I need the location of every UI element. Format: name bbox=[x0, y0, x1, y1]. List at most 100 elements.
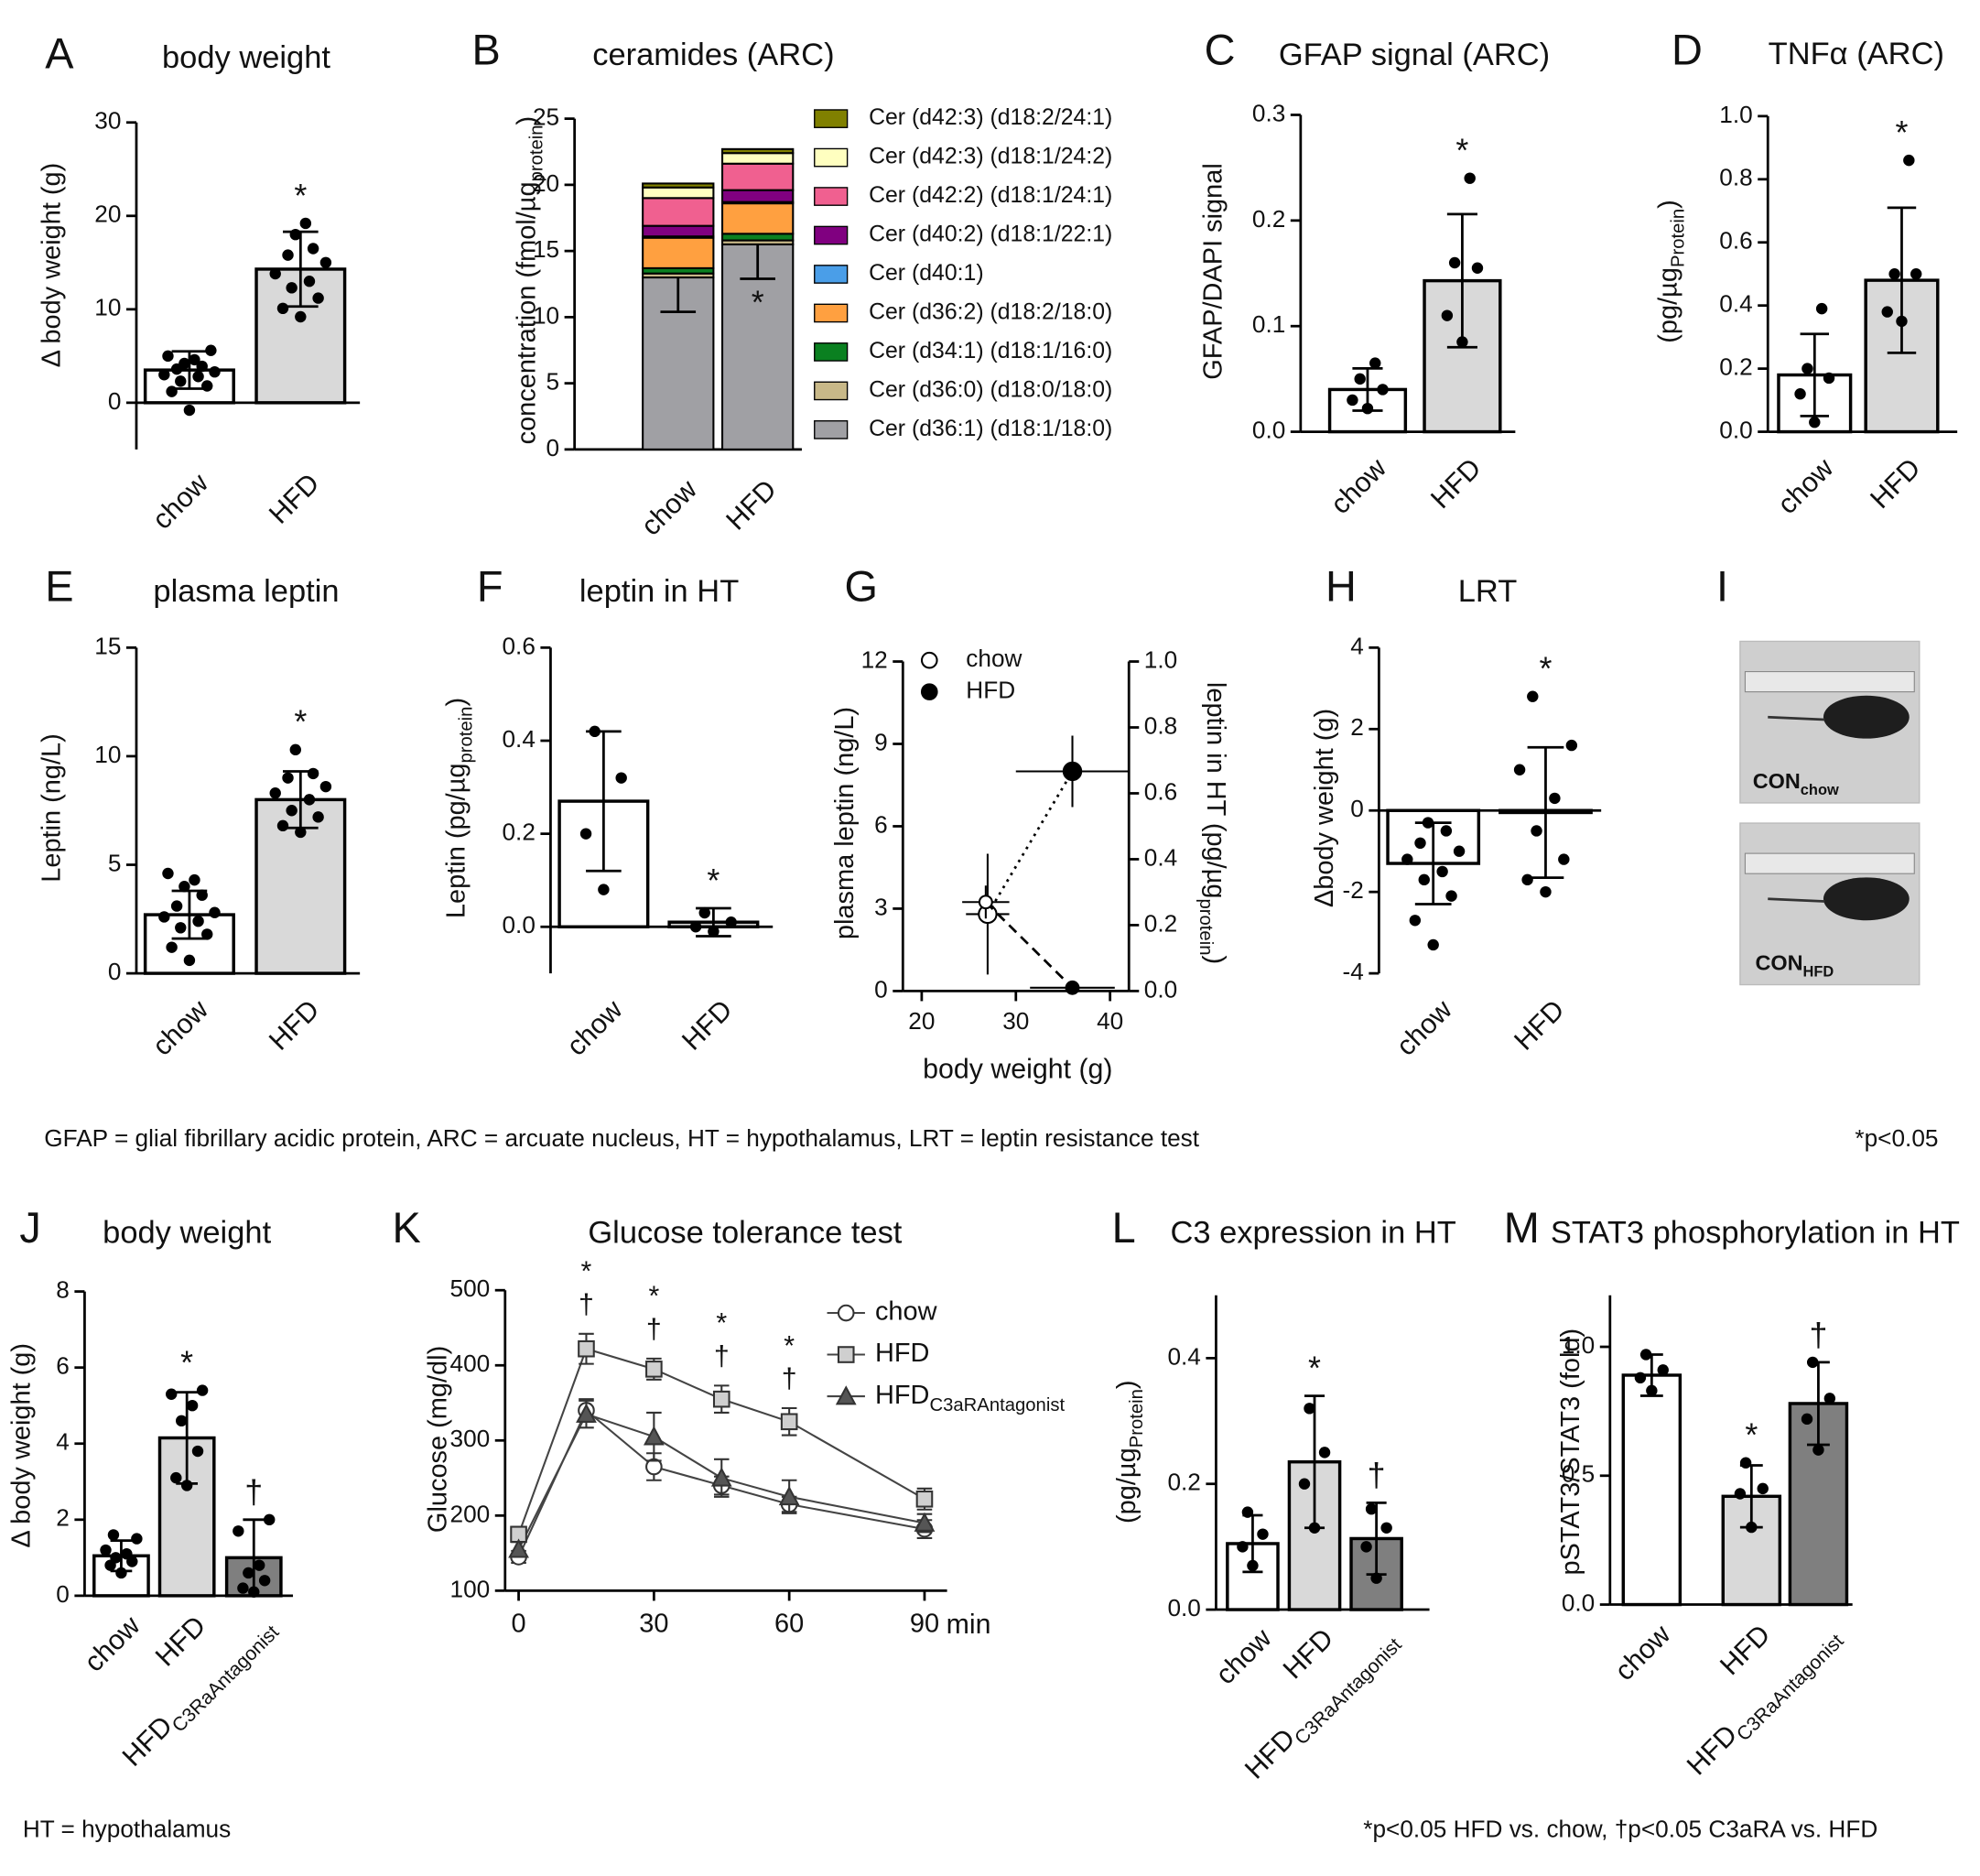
data-point bbox=[576, 1403, 597, 1423]
text-part: C3aRAntagonist bbox=[929, 1395, 1065, 1415]
text-part: ) bbox=[1112, 1380, 1141, 1389]
data-point bbox=[286, 805, 298, 817]
data-point bbox=[1903, 154, 1915, 167]
bar-segment bbox=[721, 162, 795, 191]
significance-mark: * bbox=[180, 1344, 193, 1381]
y-tick-label: 200 bbox=[450, 1500, 491, 1527]
significance-mark: † bbox=[579, 1289, 594, 1319]
data-point bbox=[1441, 309, 1454, 321]
connector-line bbox=[984, 901, 1074, 989]
x-axis-label: min bbox=[947, 1610, 991, 1640]
significance-mark: * bbox=[294, 704, 307, 741]
bar-segment bbox=[642, 182, 715, 189]
bar-segment bbox=[642, 236, 715, 269]
series-line bbox=[517, 1413, 925, 1550]
data-point bbox=[269, 787, 281, 799]
y-tick-label: 0.0 bbox=[1167, 1594, 1200, 1621]
chart-title: Glucose tolerance test bbox=[588, 1216, 902, 1251]
legend-label: Cer (d34:1) (d18:1/16:0) bbox=[869, 339, 1112, 363]
significance-mark: † bbox=[646, 1315, 662, 1345]
y2-tick-label: 0.0 bbox=[1144, 975, 1177, 1003]
legend-label: Cer (d42:3) (d18:1/24:2) bbox=[869, 145, 1112, 169]
legend-swatch bbox=[814, 109, 849, 128]
photo-ruler bbox=[1744, 852, 1915, 874]
y-tick-label: 10 bbox=[94, 741, 121, 768]
data-point bbox=[158, 369, 170, 381]
y-tick-label: 12 bbox=[861, 645, 888, 673]
significance-mark: * bbox=[1308, 1350, 1321, 1386]
data-point bbox=[295, 826, 307, 839]
legend-swatch bbox=[814, 187, 849, 206]
legend-label: HFDC3aRAntagonist bbox=[875, 1381, 1066, 1416]
data-point bbox=[1414, 837, 1426, 850]
data-point bbox=[312, 292, 324, 304]
chart-title: plasma leptin bbox=[153, 574, 339, 609]
data-point bbox=[1527, 690, 1539, 702]
chart-title: ceramides (ARC) bbox=[592, 38, 834, 72]
y-tick-label: 20 bbox=[533, 169, 559, 197]
text-part: leptin in HT (pg/µg bbox=[1201, 682, 1230, 899]
bar-segment bbox=[642, 197, 715, 227]
x-axis-label: body weight (g) bbox=[923, 1054, 1112, 1084]
y-axis-label: pSTAT3/STAT3 (fold) bbox=[1556, 1328, 1585, 1576]
data-point bbox=[1910, 268, 1922, 280]
photo-mouse bbox=[1823, 877, 1910, 921]
chart-title: C3 expression in HT bbox=[1170, 1216, 1455, 1251]
text-part: ) bbox=[1201, 955, 1230, 964]
footnote: HT = hypothalamus bbox=[23, 1815, 231, 1842]
data-point bbox=[299, 217, 312, 230]
legend-marker bbox=[920, 683, 938, 700]
data-point bbox=[121, 1547, 133, 1560]
data-point bbox=[269, 267, 281, 280]
photo-ruler bbox=[1744, 671, 1915, 693]
y-axis-label: Leptin (ng/L) bbox=[38, 733, 67, 883]
x-tick-label: 40 bbox=[1097, 1007, 1123, 1035]
data-point bbox=[615, 772, 627, 784]
y-axis-label: Δ body weight (g) bbox=[6, 1343, 36, 1548]
significance-mark: † bbox=[1809, 1317, 1827, 1353]
data-point bbox=[915, 1490, 934, 1508]
text-part: protein bbox=[527, 125, 547, 181]
panel-letter: C bbox=[1205, 26, 1236, 73]
text-part: concentration (fmol/µg bbox=[512, 181, 541, 444]
y-tick-label: 0.4 bbox=[1167, 1342, 1200, 1370]
legend-swatch bbox=[814, 381, 849, 401]
text-part: protein bbox=[457, 707, 477, 764]
chart-title: LRT bbox=[1458, 574, 1518, 609]
y-tick-label: 8 bbox=[56, 1276, 70, 1304]
data-point bbox=[1540, 885, 1552, 898]
data-point bbox=[1812, 1444, 1824, 1456]
y-tick-label: 0 bbox=[108, 387, 122, 415]
data-point bbox=[1298, 1478, 1311, 1490]
y2-tick-label: 0.2 bbox=[1144, 909, 1177, 937]
data-point bbox=[189, 353, 200, 366]
significance-mark: * bbox=[752, 285, 764, 321]
y-tick-label: -4 bbox=[1343, 958, 1364, 985]
y-tick-label: 10 bbox=[533, 301, 559, 329]
data-point bbox=[1634, 1372, 1647, 1384]
data-point bbox=[1237, 1541, 1249, 1553]
significance-mark: † bbox=[244, 1474, 263, 1511]
data-point bbox=[303, 794, 316, 806]
data-point bbox=[201, 928, 213, 940]
data-point bbox=[205, 344, 217, 356]
y-tick-label: -2 bbox=[1343, 876, 1364, 904]
bar-segment bbox=[721, 233, 795, 242]
data-point bbox=[978, 895, 993, 910]
panel-letter: B bbox=[471, 26, 500, 73]
significance-mark: † bbox=[714, 1341, 730, 1372]
panel-letter: J bbox=[19, 1204, 40, 1252]
data-point bbox=[1657, 1364, 1669, 1376]
data-point bbox=[237, 1582, 249, 1594]
panel-letter: I bbox=[1716, 562, 1728, 610]
y-tick-label: 0.5 bbox=[1562, 1460, 1595, 1488]
y-tick-label: 0.2 bbox=[502, 819, 535, 846]
legend-swatch bbox=[814, 265, 849, 284]
legend-label: Cer (d36:1) (d18:1/18:0) bbox=[869, 417, 1112, 441]
y-axis-label: (pg/µgProtein) bbox=[1112, 1380, 1148, 1524]
bar-segment bbox=[642, 224, 715, 238]
significance-mark: * bbox=[1455, 133, 1468, 169]
y-tick-label: 300 bbox=[450, 1425, 491, 1452]
data-point bbox=[253, 1559, 265, 1571]
connector-line bbox=[986, 770, 1074, 916]
